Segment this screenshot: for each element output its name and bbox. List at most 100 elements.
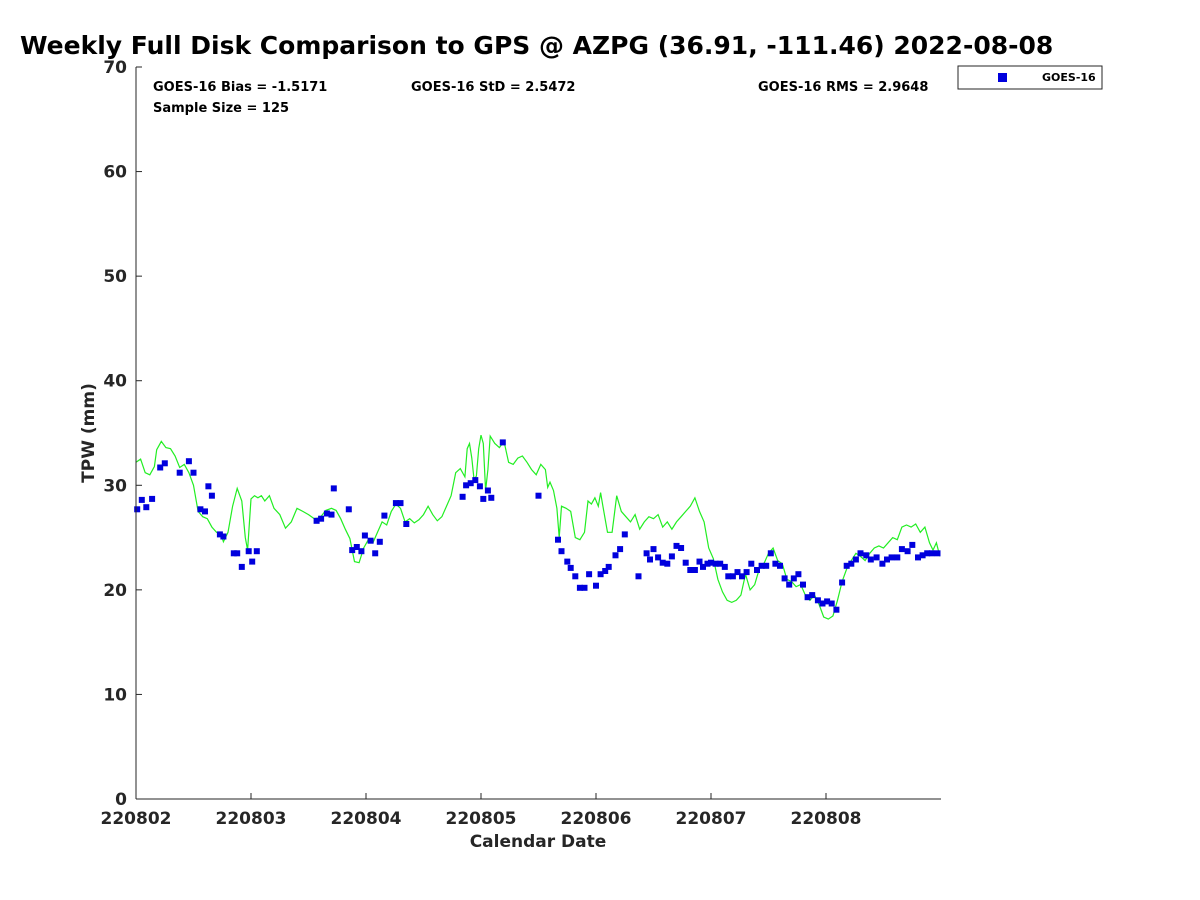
goes-16-series [134,439,941,613]
goes-16-point [687,567,694,573]
goes-16-point [879,560,886,567]
stats-annotations: GOES-16 Bias = -1.5171 GOES-16 StD = 2.5… [153,80,928,116]
goes-16-point [833,606,840,613]
x-tick-label: 220807 [676,809,747,829]
goes-16-point [535,492,542,499]
goes-16-point [655,554,662,561]
goes-16-point [330,485,337,492]
goes-16-point [643,550,650,557]
goes-16-point [323,510,330,517]
goes-16-point [898,546,905,553]
goes-16-point [848,560,855,567]
goes-16-point [176,469,183,476]
goes-16-point [230,550,237,557]
stat-std: GOES-16 StD = 2.5472 [411,80,575,95]
goes-16-point [499,439,506,446]
goes-16-point [161,460,168,467]
goes-16-point [839,579,846,586]
goes-16-point [729,573,736,580]
goes-16-point [924,550,931,557]
legend-box [957,65,1103,90]
goes-16-point [884,556,890,563]
goes-16-point [249,558,256,565]
x-tick-label: 220805 [446,809,517,829]
goes-16-point [318,515,325,522]
goes-16-point [358,548,365,555]
goes-16-point [361,532,368,539]
goes-16-point [668,553,675,560]
goes-16-point [197,506,204,513]
goes-16-point [476,483,483,490]
goes-16-point [353,544,360,550]
goes-16-point [220,533,227,540]
goes-16-point [857,550,864,557]
y-tick-label: 70 [103,58,127,78]
goes-16-point [612,552,619,559]
goes-16-point [682,559,689,566]
chart-title: Weekly Full Disk Comparison to GPS @ AZP… [20,31,1053,60]
goes-16-point [597,571,604,578]
goes-16-point [245,548,252,555]
goes-16-point [804,594,811,601]
goes-16-point [459,493,466,500]
goes-16-point [915,554,921,561]
goes-16-point [894,554,901,561]
x-tick-label: 220808 [791,809,862,829]
goes-16-point [673,542,680,549]
y-tick-label: 50 [103,267,127,287]
goes-16-point [134,506,141,513]
goes-16-point [392,500,399,507]
goes-16-point [253,548,260,555]
goes-16-point [763,562,770,569]
goes-16-point [928,550,935,557]
goes-16-point [208,492,215,499]
y-ticks: 0 10 20 30 40 50 60 70 [103,58,142,810]
goes-16-point [157,464,164,471]
goes-16-point [659,559,666,566]
goes-16-point [767,550,774,557]
stat-rms: GOES-16 RMS = 2.9648 [758,80,928,95]
goes-16-point [581,584,588,591]
goes-16-point [313,517,320,524]
goes-16-point [888,554,895,561]
goes-16-point [843,562,850,569]
goes-16-point [754,567,760,573]
goes-16-point [234,550,241,557]
goes-16-point [381,512,388,519]
goes-16-point [372,550,379,557]
goes-16-point [635,573,642,580]
goes-16-point [739,573,745,580]
goes-16-point [149,495,156,502]
goes-16-point [367,537,374,544]
goes-16-point [345,506,352,513]
goes-16-point [725,573,732,580]
goes-16-point [814,597,821,604]
goes-16-point [708,559,714,566]
stat-sample-size: Sample Size = 125 [153,101,289,116]
goes-16-point [564,558,571,565]
goes-16-point [216,531,223,538]
goes-16-point [696,558,703,565]
goes-16-point [800,581,806,588]
y-tick-label: 60 [103,163,127,183]
goes-16-point [781,575,788,582]
goes-16-point [904,548,911,555]
goes-16-point [819,600,826,607]
goes-16-point [712,560,719,567]
goes-16-point [328,511,335,518]
goes-16-point [593,582,599,589]
goes-16-point [376,538,383,545]
goes-16-point [934,550,941,557]
goes-16-point [743,569,750,576]
goes-16-point [567,564,574,571]
goes-16-point [205,483,212,490]
x-tick-label: 220802 [101,809,172,829]
goes-16-point [576,584,583,591]
goes-16-point [717,560,724,567]
goes-16-point [605,563,612,570]
goes-16-point [700,563,706,570]
goes-16-point [617,546,624,553]
goes-16-point [480,495,487,502]
goes-16-point [704,560,711,567]
